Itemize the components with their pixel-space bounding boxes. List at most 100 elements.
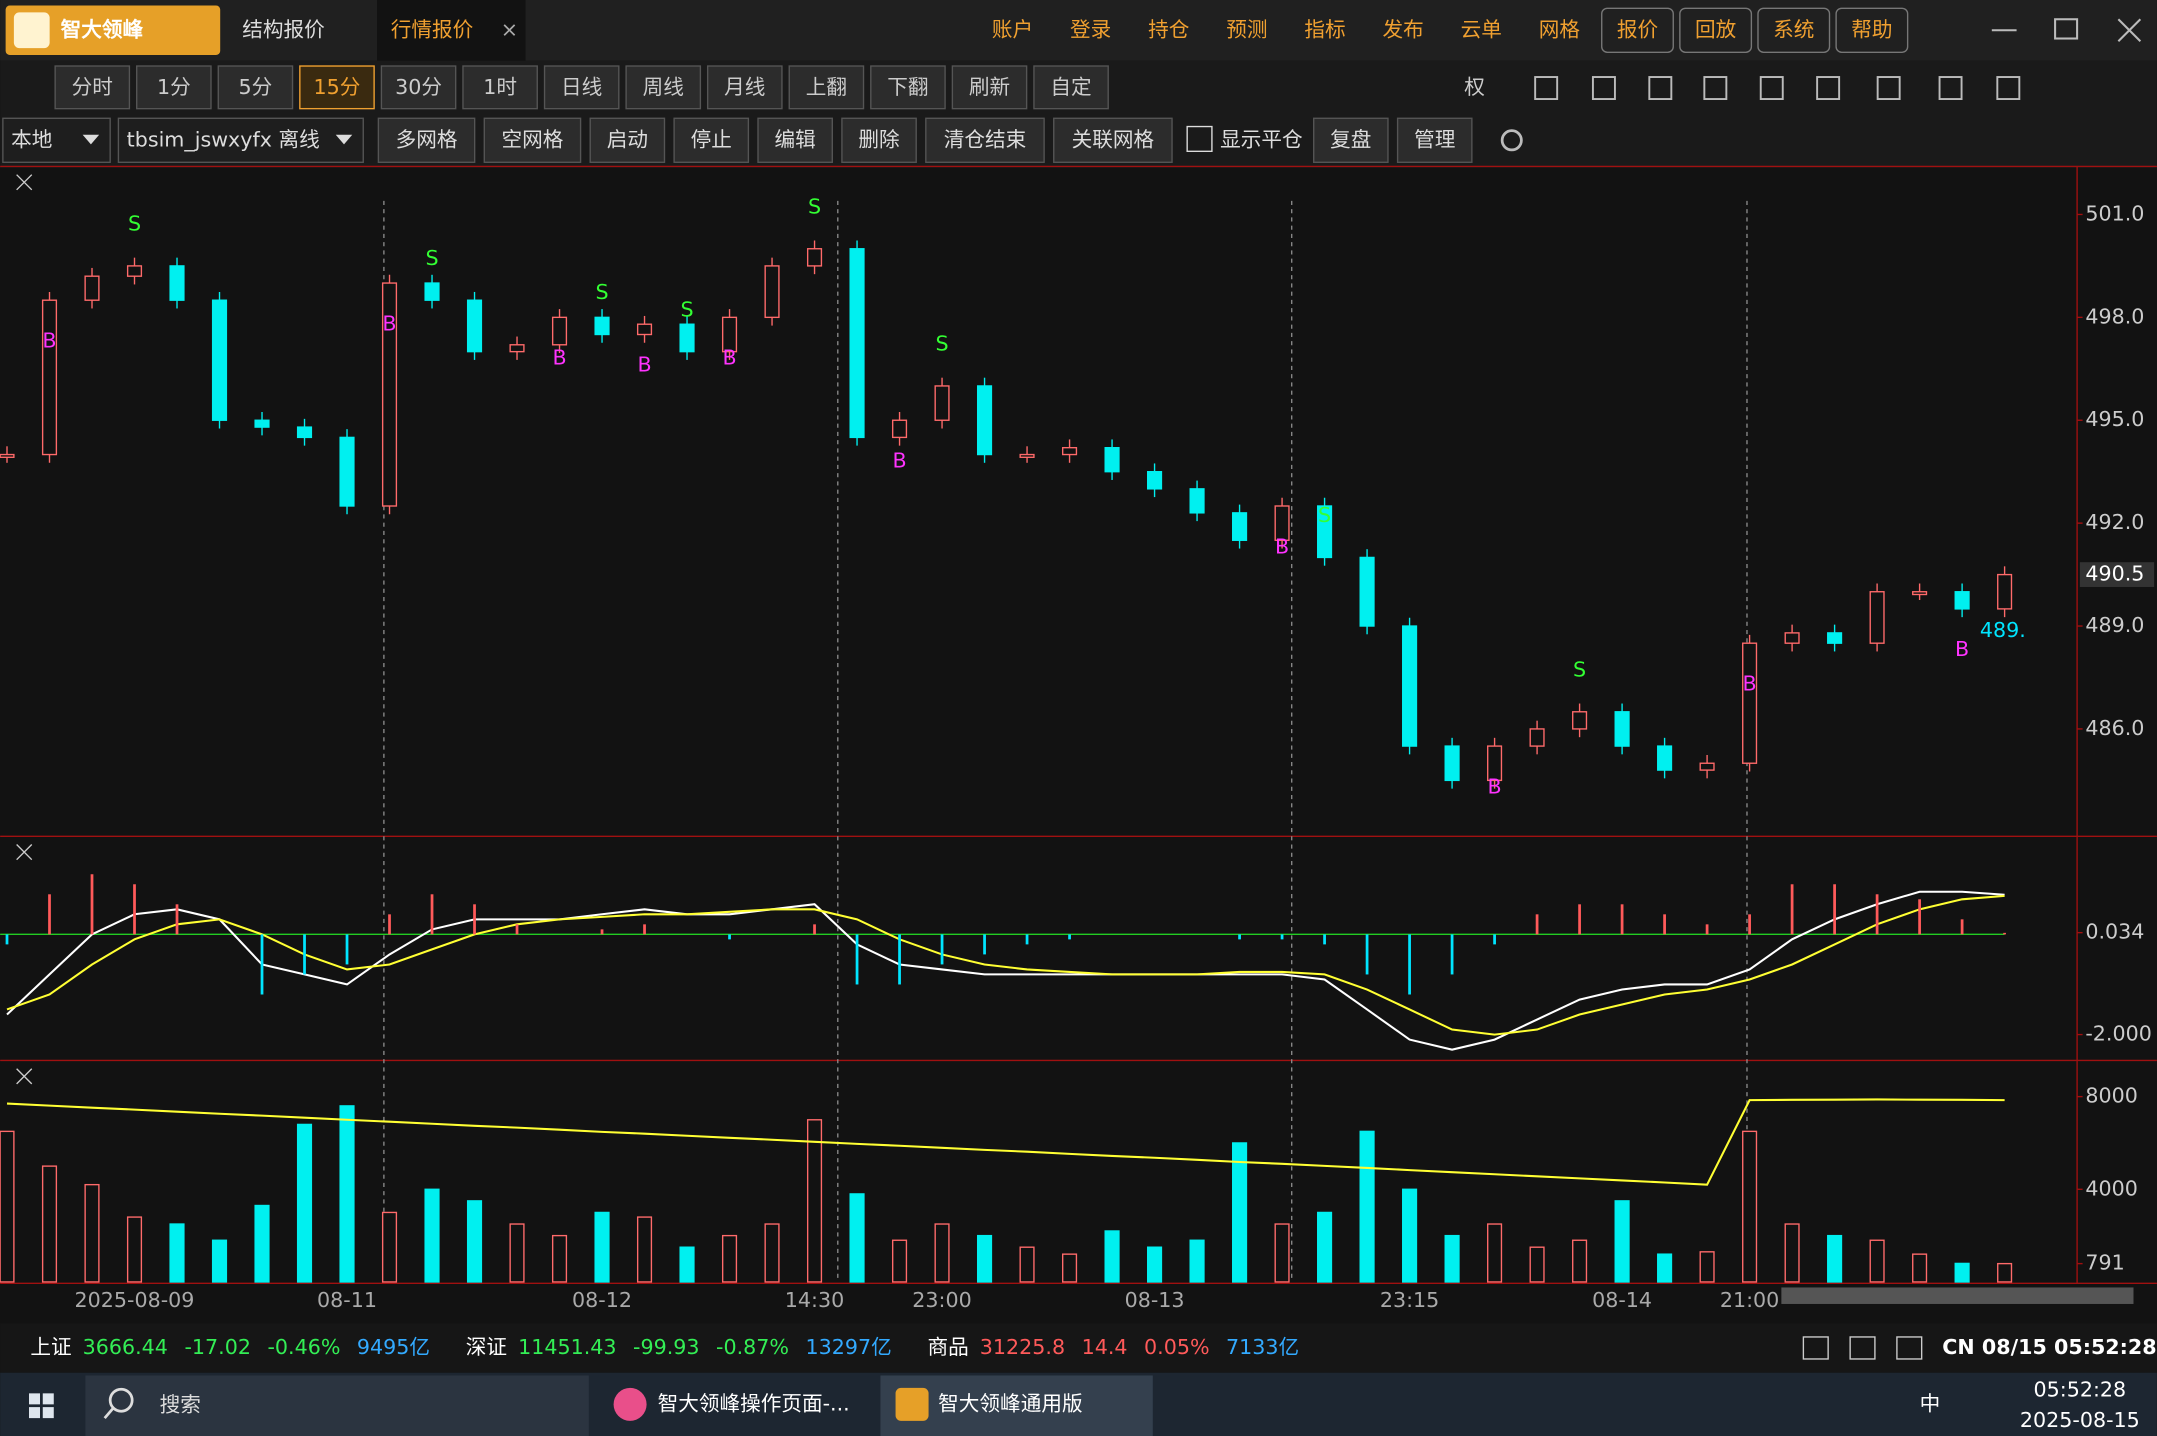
grid-button-label[interactable]: 清仓结束: [944, 127, 1027, 151]
menu-item[interactable]: 登录: [1070, 17, 1111, 41]
menu-box: [1601, 7, 1674, 53]
tab[interactable]: 结构报价: [242, 17, 325, 41]
x-tick-label: 14:30: [785, 1288, 844, 1312]
menu-item[interactable]: 持仓: [1148, 17, 1190, 41]
candle-body: [1529, 728, 1545, 747]
volume-bar: [551, 1234, 568, 1283]
grid-button-label[interactable]: 管理: [1414, 127, 1455, 151]
scrollbar[interactable]: [1781, 1287, 2134, 1304]
status-icon[interactable]: [1802, 1336, 1829, 1360]
grid-button-label[interactable]: 启动: [607, 127, 648, 151]
taskbar-app[interactable]: 智大领峰操作页面-...: [658, 1391, 850, 1415]
search-box[interactable]: [85, 1375, 589, 1436]
grid-button[interactable]: [377, 117, 476, 163]
taskbar-app[interactable]: 智大领峰通用版: [938, 1391, 1082, 1415]
period-button[interactable]: [136, 65, 212, 110]
period-label[interactable]: 5分: [239, 75, 273, 99]
grid-button[interactable]: [1313, 117, 1389, 163]
period-button[interactable]: [217, 65, 294, 110]
period-label[interactable]: 刷新: [969, 75, 1010, 99]
period-button[interactable]: [788, 65, 865, 110]
period-button[interactable]: [380, 65, 457, 110]
grid-button-label[interactable]: 停止: [691, 127, 732, 151]
menu-item[interactable]: 账户: [992, 17, 1033, 41]
search-text[interactable]: 搜索: [160, 1393, 201, 1417]
volume-bar: [466, 1200, 483, 1283]
tool-icon[interactable]: [1759, 76, 1784, 100]
status-icon[interactable]: [1849, 1336, 1876, 1360]
toolbar-right[interactable]: 权: [1464, 75, 1485, 99]
period-button[interactable]: [706, 65, 783, 110]
clock-date[interactable]: 2025-08-15: [2020, 1408, 2140, 1432]
tab[interactable]: 行情报价: [391, 17, 474, 41]
period-label[interactable]: 上翻: [806, 75, 847, 99]
period-label[interactable]: 月线: [724, 75, 765, 99]
menu-item[interactable]: 回放: [1695, 17, 1737, 41]
period-button[interactable]: [54, 65, 131, 110]
account[interactable]: tbsim_jswxyfx 离线: [127, 127, 320, 151]
period-label[interactable]: 分时: [72, 75, 113, 99]
grid-button[interactable]: [925, 117, 1045, 163]
grid-button[interactable]: [757, 117, 833, 163]
settings-icon[interactable]: [1500, 129, 1523, 152]
tool-icon[interactable]: [1938, 76, 1963, 100]
volume-bar: [41, 1165, 58, 1283]
windows-logo[interactable]: [29, 1393, 54, 1419]
volume-bar: [1614, 1200, 1630, 1283]
grid-button-label[interactable]: 删除: [858, 127, 900, 151]
tool-icon[interactable]: [1534, 76, 1559, 100]
period-button[interactable]: [462, 65, 538, 110]
period-button[interactable]: [543, 65, 620, 110]
volume-bar: [1487, 1223, 1503, 1283]
tool-icon[interactable]: [1703, 76, 1728, 100]
menu-item[interactable]: 报价: [1617, 17, 1658, 41]
ime[interactable]: 中: [1920, 1391, 1941, 1415]
tool-icon[interactable]: [1996, 76, 2021, 100]
status-icon[interactable]: [1896, 1336, 1923, 1360]
source[interactable]: 本地: [11, 127, 52, 151]
tool-icon[interactable]: [1648, 76, 1673, 100]
period-label[interactable]: 1时: [483, 75, 517, 99]
grid-button[interactable]: [589, 117, 666, 163]
account-select[interactable]: [117, 117, 364, 163]
tool-icon[interactable]: [1816, 76, 1841, 100]
period-button[interactable]: [1033, 65, 1109, 110]
checkbox[interactable]: [1186, 125, 1213, 152]
menu-item[interactable]: 预测: [1226, 17, 1267, 41]
clock-time[interactable]: 05:52:28: [2034, 1378, 2127, 1402]
grid-button[interactable]: [673, 117, 750, 163]
period-label[interactable]: 自定: [1050, 75, 1091, 99]
period-button[interactable]: [870, 65, 946, 110]
tool-icon[interactable]: [1591, 76, 1616, 100]
period-label[interactable]: 下翻: [887, 75, 928, 99]
menu-item[interactable]: 发布: [1382, 17, 1423, 41]
grid-button[interactable]: [1396, 117, 1473, 163]
menu-item[interactable]: 帮助: [1851, 17, 1892, 41]
menu-item[interactable]: 系统: [1773, 17, 1814, 41]
menu-item[interactable]: 指标: [1304, 17, 1345, 41]
period-label[interactable]: 日线: [561, 75, 602, 99]
index-name: 商品: [928, 1335, 969, 1359]
grid-button[interactable]: [841, 117, 917, 163]
menu-item[interactable]: 网格: [1539, 17, 1581, 41]
grid-button[interactable]: [483, 117, 582, 163]
candle-body: [1189, 488, 1205, 514]
grid-button-label[interactable]: 关联网格: [1072, 127, 1155, 151]
grid-button-label[interactable]: 编辑: [775, 127, 816, 151]
candle-body: [254, 419, 270, 428]
period-label[interactable]: 15分: [314, 75, 361, 99]
tool-icon[interactable]: [1876, 76, 1901, 100]
period-label[interactable]: 30分: [395, 75, 442, 99]
grid-button-label[interactable]: 复盘: [1330, 127, 1371, 151]
period-label[interactable]: 周线: [643, 75, 684, 99]
menu-item[interactable]: 云单: [1461, 17, 1502, 41]
period-button[interactable]: [299, 65, 375, 110]
grid-button[interactable]: [1053, 117, 1173, 163]
grid-button-label[interactable]: 多网格: [396, 127, 458, 151]
period-label[interactable]: 1分: [157, 75, 191, 99]
volume-bar: [1317, 1211, 1333, 1283]
checkbox-label[interactable]: 显示平仓: [1220, 127, 1303, 151]
grid-button-label[interactable]: 空网格: [501, 127, 563, 151]
period-button[interactable]: [951, 65, 1028, 110]
period-button[interactable]: [625, 65, 702, 110]
